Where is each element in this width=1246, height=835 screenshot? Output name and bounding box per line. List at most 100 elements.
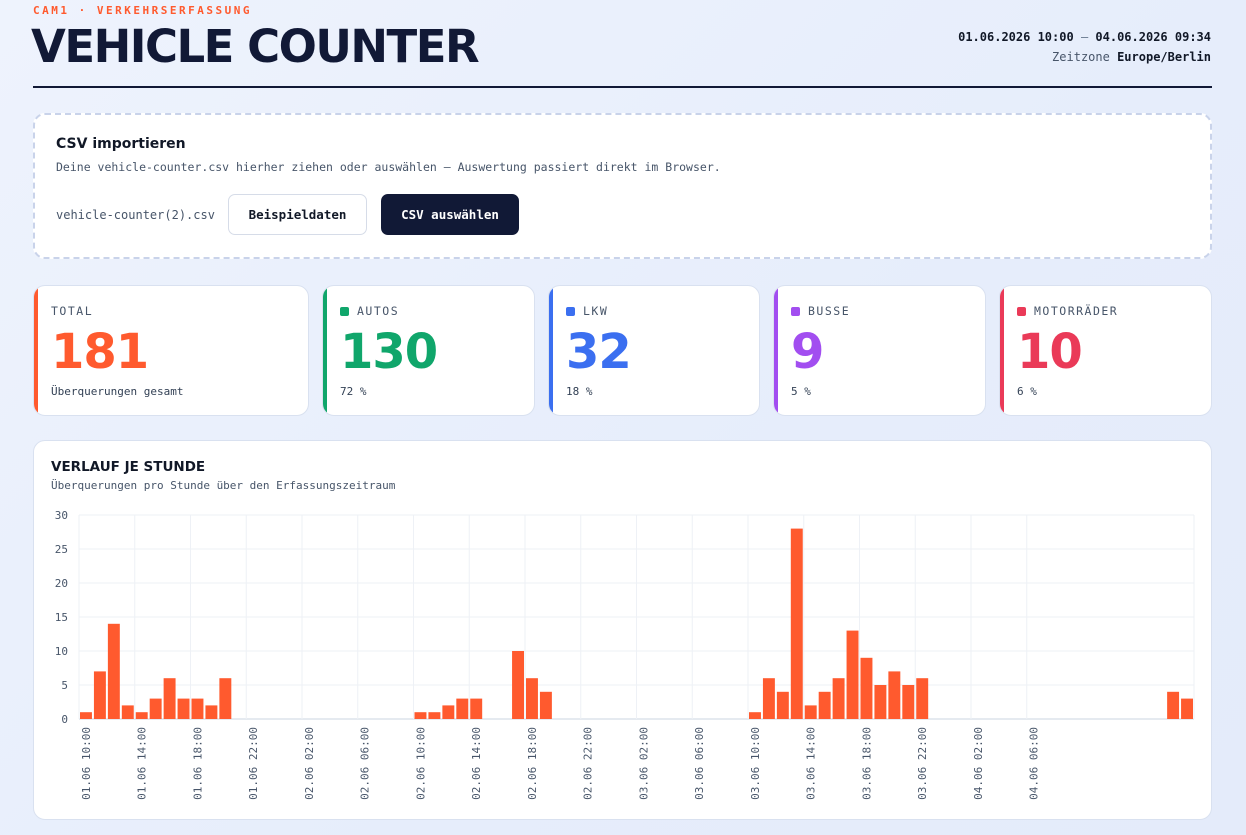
chart-bar[interactable] [832,678,845,719]
stat-note: 18 % [566,385,593,398]
stat-value: 32 [566,324,632,380]
stat-note: 72 % [340,385,367,398]
x-tick-label: 02.06 06:00 [359,727,372,800]
stat-accent-bar [549,286,553,415]
chart-bar[interactable] [1167,691,1180,719]
chart-bar[interactable] [442,705,455,719]
chart-bar[interactable] [902,685,915,719]
chart-bar[interactable] [93,671,106,719]
chart-bar[interactable] [121,705,134,719]
x-tick-label: 01.06 18:00 [191,727,204,800]
x-tick-label: 02.06 18:00 [526,727,539,800]
y-tick-label: 30 [55,509,68,522]
chart-bar[interactable] [177,698,190,719]
stat-card-total: TOTAL 181 Überquerungen gesamt [33,285,309,416]
stat-label: BUSSE [808,304,851,318]
y-tick-label: 10 [55,645,68,658]
chart-bar[interactable] [804,705,817,719]
legend-swatch [566,306,575,316]
x-tick-label: 03.06 10:00 [749,727,762,800]
chart-bar[interactable] [916,678,929,719]
timezone-label: Zeitzone [1052,50,1110,64]
x-tick-label: 04.06 02:00 [972,727,985,800]
date-range: 01.06.2026 10:00 – 04.06.2026 09:34 Zeit… [958,30,1211,64]
chart-bar[interactable] [191,698,204,719]
chart-bar[interactable] [414,712,427,719]
stat-card-busse: BUSSE 9 5 % [773,285,986,416]
chart-bar[interactable] [1181,698,1193,719]
hourly-chart-card: 0 5 10 15 20 25 30 01.06 10:00 01.06 14:00 01.06 … [33,440,1212,820]
chart-bar[interactable] [749,712,761,719]
chart-bar[interactable] [776,691,789,719]
stat-label: AUTOS [357,304,400,318]
chart-bar[interactable] [539,691,552,719]
x-tick-label: 01.06 10:00 [80,727,93,800]
stat-note: 5 % [791,385,811,398]
x-tick-label: 03.06 14:00 [805,727,818,800]
chart-bar[interactable] [874,685,887,719]
x-tick-label: 03.06 06:00 [693,727,706,800]
stat-note: Überquerungen gesamt [51,385,184,398]
stat-card-motorraeder: MOTORRÄDER 10 6 % [999,285,1212,416]
chart-bar[interactable] [860,657,873,719]
chart-bar[interactable] [526,678,538,719]
chart-bar[interactable] [790,528,803,719]
range-start: 01.06.2026 10:00 [958,30,1074,44]
chart-bar[interactable] [470,698,483,719]
y-tick-label: 0 [61,713,68,726]
chart-bar[interactable] [512,651,524,719]
chart-bar[interactable] [149,698,162,719]
hourly-bar-chart: 0 5 10 15 20 25 30 01.06 10:00 01.06 14:00 01.06 … [55,509,1195,800]
legend-swatch [340,306,349,316]
x-tick-label: 02.06 22:00 [582,727,595,800]
selected-file-name: vehicle-counter(2).csv [56,208,215,222]
stat-label: LKW [583,304,609,318]
x-tick-label: 01.06 22:00 [247,727,260,800]
legend-swatch [791,306,800,316]
chart-bar[interactable] [428,712,441,719]
stat-accent-bar [34,286,38,415]
chart-title: VERLAUF JE STUNDE [51,459,206,475]
x-tick-label: 04.06 06:00 [1028,727,1041,800]
x-tick-label: 03.06 02:00 [637,727,650,800]
x-tick-label: 01.06 14:00 [136,727,149,800]
y-tick-label: 20 [55,577,68,590]
sample-data-button[interactable]: Beispieldaten [228,194,367,235]
import-title: CSV importieren [56,136,186,152]
stat-value: 10 [1017,324,1083,380]
timezone-value: Europe/Berlin [1117,50,1211,64]
csv-dropzone[interactable]: CSV importieren Deine vehicle-counter.cs… [33,113,1212,259]
range-end: 04.06.2026 09:34 [1095,30,1211,44]
chart-bar[interactable] [107,623,120,719]
chart-subtitle: Überquerungen pro Stunde über den Erfass… [51,479,396,492]
stat-label: MOTORRÄDER [1034,304,1119,318]
stat-card-autos: AUTOS 130 72 % [322,285,535,416]
select-csv-button[interactable]: CSV auswählen [381,194,519,235]
chart-bar[interactable] [818,691,831,719]
chart-bar[interactable] [219,678,232,719]
header-divider [33,86,1212,88]
stat-accent-bar [774,286,778,415]
chart-bar[interactable] [456,698,469,719]
chart-bar[interactable] [888,671,901,719]
x-tick-label: 03.06 18:00 [860,727,873,800]
chart-bar[interactable] [135,712,148,719]
legend-swatch [1017,306,1026,316]
stat-value: 130 [340,324,438,380]
chart-bar[interactable] [163,678,176,719]
y-tick-label: 5 [61,679,68,692]
chart-bar[interactable] [846,630,859,719]
stat-note: 6 % [1017,385,1037,398]
x-tick-label: 02.06 14:00 [470,727,483,800]
chart-bar[interactable] [80,712,92,719]
header-eyebrow: CAM1 · VERKEHRSERFASSUNG [33,4,252,17]
page-title: VEHICLE COUNTER [31,20,480,73]
chart-bar[interactable] [205,705,218,719]
x-tick-label: 02.06 10:00 [414,727,427,800]
stat-label: TOTAL [51,304,94,318]
stat-accent-bar [323,286,327,415]
chart-bar[interactable] [762,678,775,719]
y-tick-label: 15 [55,611,68,624]
x-tick-label: 03.06 22:00 [916,727,929,800]
y-tick-label: 25 [55,543,68,556]
